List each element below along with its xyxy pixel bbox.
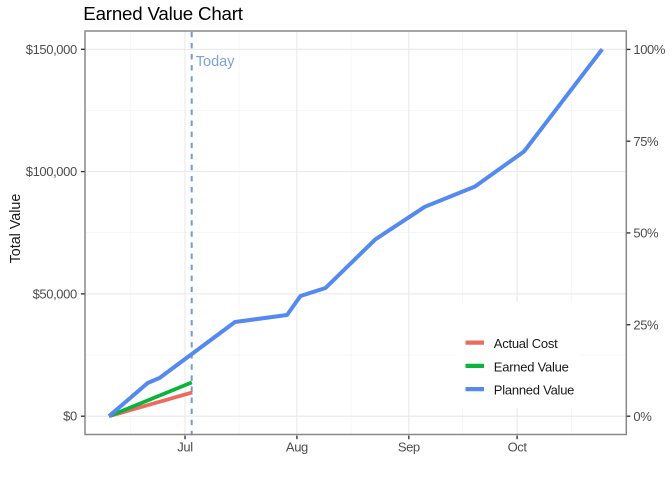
svg-text:75%: 75% — [633, 134, 659, 149]
svg-text:0%: 0% — [633, 409, 652, 424]
svg-text:$50,000: $50,000 — [33, 286, 77, 301]
svg-text:Total Value: Total Value — [8, 194, 24, 264]
svg-text:Oct: Oct — [508, 440, 528, 455]
svg-text:Aug: Aug — [286, 440, 308, 455]
svg-text:100%: 100% — [633, 42, 665, 57]
svg-text:Jul: Jul — [177, 440, 193, 455]
svg-text:$100,000: $100,000 — [26, 164, 77, 179]
svg-text:Planned Value: Planned Value — [494, 383, 574, 398]
svg-text:$150,000: $150,000 — [26, 42, 77, 57]
svg-text:Earned Value Chart: Earned Value Chart — [83, 3, 243, 24]
svg-text:25%: 25% — [633, 317, 659, 332]
svg-text:Actual Cost: Actual Cost — [494, 336, 558, 351]
svg-text:Today: Today — [196, 54, 235, 70]
svg-text:Sep: Sep — [398, 440, 420, 455]
svg-text:$0: $0 — [63, 409, 77, 424]
svg-text:50%: 50% — [633, 226, 659, 241]
svg-text:Earned Value: Earned Value — [494, 359, 569, 374]
